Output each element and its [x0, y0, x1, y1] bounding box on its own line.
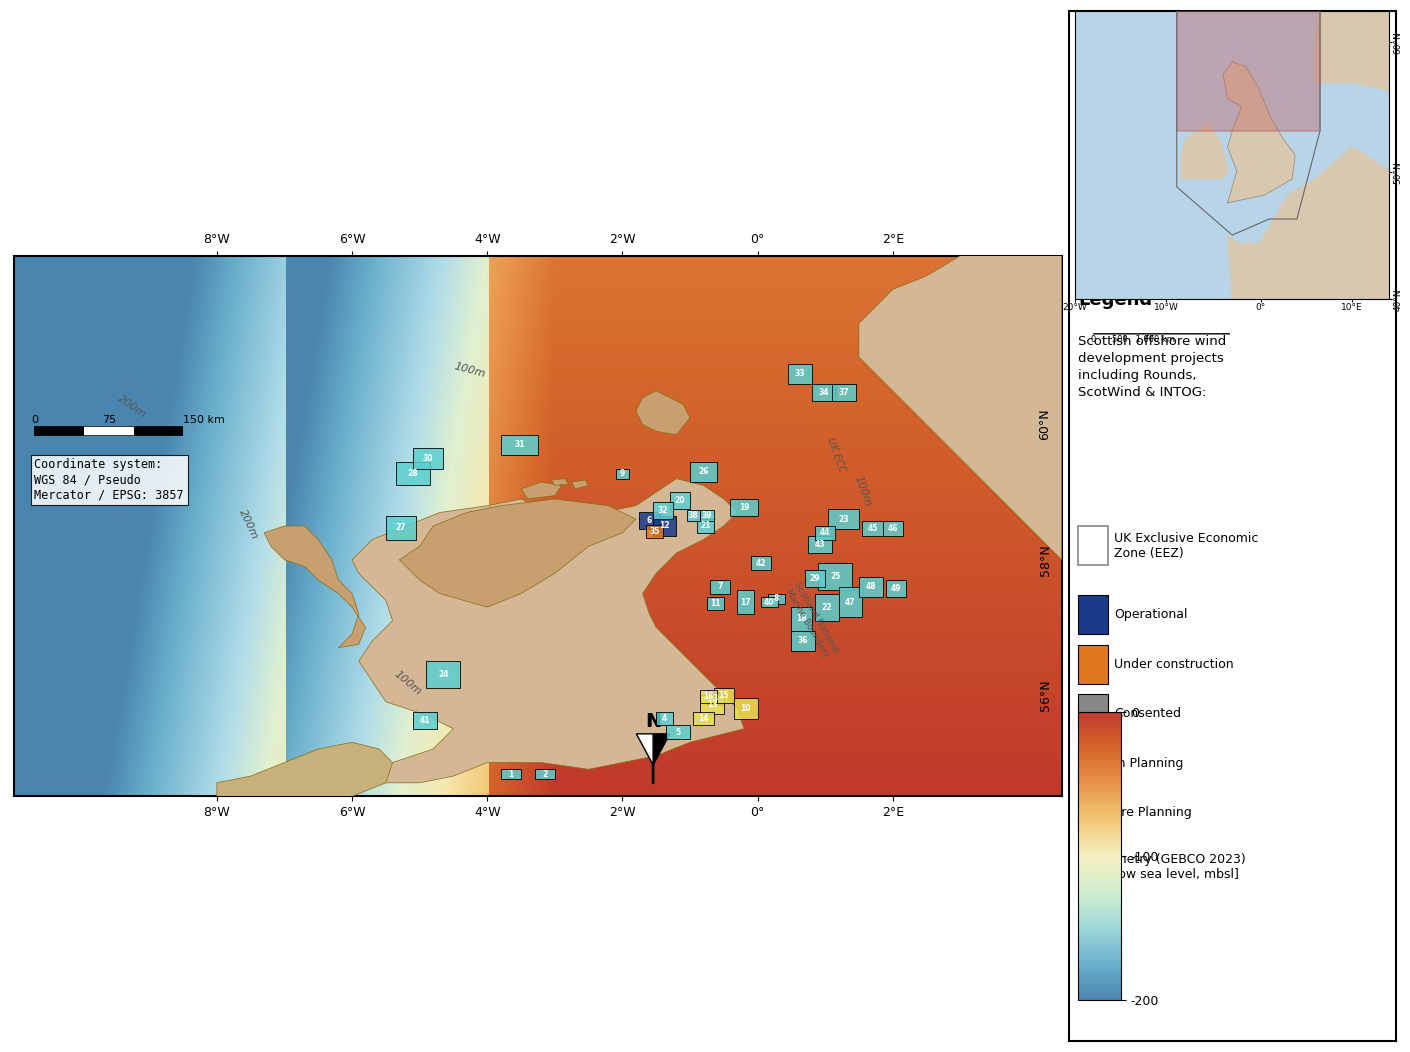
- Text: 24: 24: [439, 670, 448, 680]
- Text: 56°N: 56°N: [1039, 680, 1052, 711]
- Polygon shape: [217, 743, 392, 796]
- Bar: [701, 689, 716, 703]
- Bar: [689, 462, 716, 482]
- Text: 21: 21: [699, 522, 711, 530]
- Text: UK Exclusive Economic
Zone (EEZ): UK Exclusive Economic Zone (EEZ): [1114, 531, 1259, 560]
- Text: 25: 25: [830, 572, 840, 581]
- Text: 33: 33: [794, 369, 805, 379]
- Text: 7: 7: [718, 583, 723, 591]
- Text: 100m: 100m: [454, 361, 486, 380]
- Bar: [883, 522, 902, 537]
- Text: 32: 32: [657, 506, 668, 515]
- Text: 10: 10: [740, 704, 752, 713]
- Text: Pre Planning: Pre Planning: [1114, 806, 1191, 820]
- Text: Scottish offshore wind
development projects
including Rounds,
ScotWind & INTOG:: Scottish offshore wind development proje…: [1079, 336, 1227, 400]
- Text: 13: 13: [706, 700, 718, 709]
- Text: 14: 14: [698, 714, 709, 723]
- Bar: [653, 503, 673, 520]
- Text: 75: 75: [102, 416, 116, 425]
- Bar: [885, 580, 907, 596]
- Text: 42: 42: [756, 559, 766, 568]
- Bar: [694, 712, 713, 726]
- Bar: [396, 462, 430, 485]
- Text: 17: 17: [740, 598, 752, 607]
- Text: Coordinate system:
WGS 84 / Pseudo
Mercator / EPSG: 3857: Coordinate system: WGS 84 / Pseudo Merca…: [34, 459, 183, 502]
- Text: In Planning: In Planning: [1114, 756, 1184, 770]
- Bar: [1079, 595, 1108, 634]
- Bar: [687, 510, 701, 521]
- Bar: [706, 596, 723, 610]
- Text: 37: 37: [839, 388, 849, 397]
- Bar: [697, 520, 713, 532]
- Text: 100m: 100m: [392, 669, 424, 697]
- Bar: [706, 691, 723, 705]
- Bar: [730, 499, 757, 515]
- Polygon shape: [859, 256, 1062, 560]
- Polygon shape: [571, 480, 588, 489]
- Text: Scotland National
Marine Boundary: Scotland National Marine Boundary: [783, 581, 840, 660]
- Polygon shape: [264, 526, 365, 648]
- Bar: [656, 712, 673, 726]
- Text: 200m: 200m: [116, 393, 148, 420]
- Text: 11: 11: [711, 600, 721, 608]
- Bar: [426, 661, 460, 688]
- Text: 100m: 100m: [852, 474, 873, 508]
- Bar: [839, 587, 863, 618]
- Bar: [791, 631, 815, 651]
- Text: 35: 35: [649, 527, 660, 535]
- Bar: [670, 492, 689, 509]
- Bar: [711, 580, 730, 593]
- Text: Bathymetry (GEBCO 2023)
[m below sea level, mbsl]: Bathymetry (GEBCO 2023) [m below sea lev…: [1079, 853, 1246, 881]
- Text: 2: 2: [541, 770, 547, 778]
- Text: 4: 4: [661, 714, 667, 723]
- Bar: [808, 537, 832, 553]
- Text: 3: 3: [712, 694, 718, 703]
- Text: Operational: Operational: [1114, 608, 1187, 622]
- Bar: [413, 712, 437, 729]
- Text: 18: 18: [797, 614, 807, 624]
- Bar: [791, 607, 812, 631]
- Text: 22: 22: [822, 603, 832, 611]
- Text: 45: 45: [867, 524, 877, 533]
- Polygon shape: [331, 479, 744, 783]
- Bar: [812, 384, 835, 401]
- Bar: [1079, 645, 1108, 684]
- Bar: [701, 695, 723, 714]
- Text: 60°N: 60°N: [1039, 409, 1052, 441]
- Bar: [733, 699, 757, 719]
- Polygon shape: [636, 391, 689, 434]
- Polygon shape: [399, 499, 636, 607]
- Text: 23: 23: [839, 514, 849, 524]
- Bar: [616, 468, 629, 479]
- Text: 40: 40: [764, 598, 774, 607]
- Bar: [815, 526, 835, 540]
- Text: 20: 20: [674, 497, 685, 505]
- Text: 1: 1: [508, 770, 513, 778]
- Bar: [750, 557, 771, 570]
- Bar: [1079, 744, 1108, 783]
- Text: 150 km: 150 km: [183, 416, 226, 425]
- Bar: [815, 593, 839, 621]
- Bar: [737, 590, 754, 614]
- Text: Consented: Consented: [1114, 707, 1182, 721]
- Text: 47: 47: [845, 598, 856, 607]
- Bar: [1079, 526, 1108, 565]
- Bar: [501, 769, 520, 780]
- Bar: [701, 510, 713, 521]
- Bar: [386, 515, 416, 540]
- Text: 28: 28: [407, 469, 419, 478]
- Bar: [1079, 694, 1108, 733]
- Text: 41: 41: [419, 715, 430, 725]
- Text: Under construction: Under construction: [1114, 658, 1234, 671]
- Text: 9: 9: [620, 469, 625, 478]
- Text: 12: 12: [660, 522, 670, 530]
- Text: 58°N: 58°N: [1039, 544, 1052, 575]
- Text: 0: 0: [31, 416, 38, 425]
- Text: 34: 34: [818, 388, 829, 397]
- Bar: [646, 525, 663, 539]
- Bar: [818, 563, 852, 590]
- Text: 44: 44: [819, 528, 830, 538]
- Text: 46: 46: [887, 524, 898, 533]
- Text: 16: 16: [704, 692, 713, 701]
- Text: 39: 39: [702, 511, 712, 520]
